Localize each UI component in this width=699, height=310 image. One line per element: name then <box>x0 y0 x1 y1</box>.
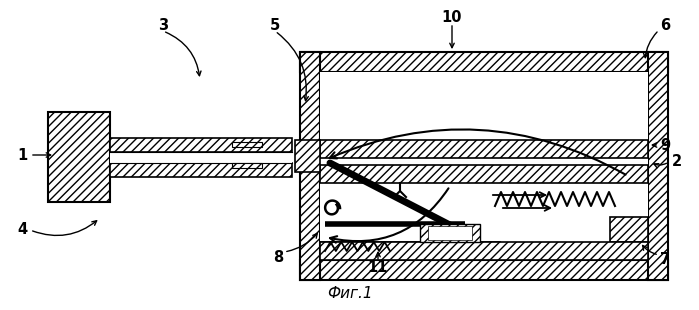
Bar <box>300 52 320 280</box>
Text: 5: 5 <box>270 17 280 33</box>
Text: 4: 4 <box>17 223 27 237</box>
Text: 10: 10 <box>442 10 462 24</box>
Text: 9: 9 <box>660 138 670 153</box>
Text: Фиг.1: Фиг.1 <box>327 286 373 302</box>
Bar <box>320 183 648 242</box>
Bar <box>232 142 262 147</box>
Bar <box>110 163 292 177</box>
Bar <box>48 112 110 202</box>
Bar <box>428 226 472 240</box>
Text: 3: 3 <box>158 17 168 33</box>
Bar <box>320 242 648 260</box>
Bar <box>320 140 648 158</box>
Text: 11: 11 <box>368 260 388 276</box>
Text: 1: 1 <box>17 148 27 162</box>
Bar <box>110 152 292 163</box>
Text: 2: 2 <box>672 154 682 170</box>
Bar <box>110 138 292 152</box>
Bar <box>320 72 648 260</box>
Bar <box>300 52 668 72</box>
Bar <box>648 52 668 280</box>
Text: 8: 8 <box>273 250 283 265</box>
Bar <box>232 163 262 168</box>
Bar <box>300 260 668 280</box>
Bar <box>610 217 648 242</box>
Text: 6: 6 <box>660 17 670 33</box>
Bar <box>320 242 500 260</box>
Bar <box>420 224 480 242</box>
Text: 7: 7 <box>660 253 670 268</box>
Bar <box>320 158 648 242</box>
Bar <box>320 165 648 183</box>
Bar <box>295 140 320 172</box>
